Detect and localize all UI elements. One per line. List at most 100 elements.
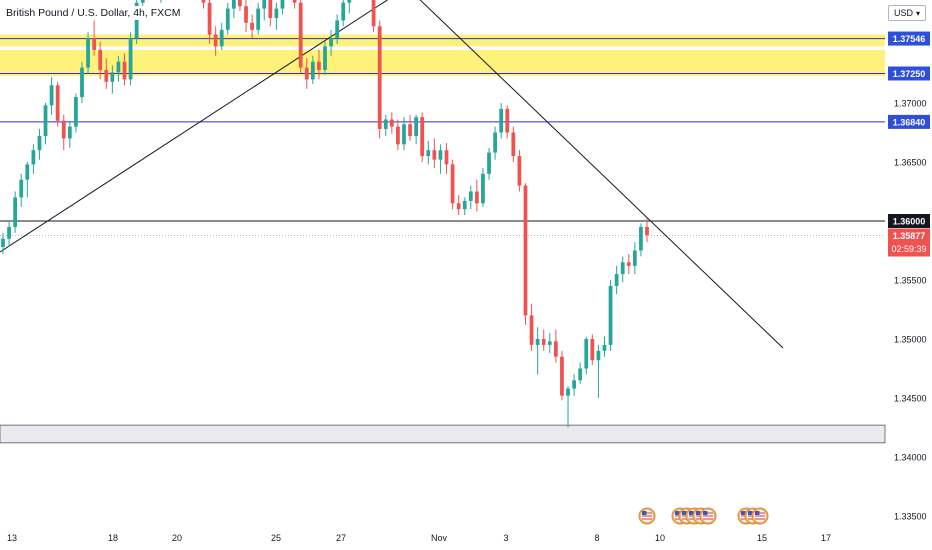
countdown-label: 02:59:39 [891,244,926,254]
candle-body [219,29,224,47]
last-price-bg [888,228,930,257]
candle-body [608,285,613,345]
uptrend-line [0,0,389,253]
x-tick-label: 25 [271,533,281,543]
x-tick-label: 3 [503,533,508,543]
candle-body [529,315,534,345]
candle-body [86,38,90,68]
flag-canton [675,511,680,515]
level-label-bg [888,114,930,129]
candle-body [462,200,467,210]
candle-body [292,0,297,3]
candle-body [389,119,394,127]
flag-canton [741,511,746,515]
y-tick-label: 1.33500 [894,512,927,522]
x-tick-label: 27 [336,533,346,543]
flag-canton [703,511,708,515]
y-tick-label: 1.37000 [894,99,927,109]
candle-body [414,117,419,137]
y-tick-label: 1.35000 [894,335,927,345]
candle-body [25,164,30,180]
candle-body [560,356,564,396]
candle-body [31,150,36,165]
candle-body [110,72,115,82]
level-label: 1.36000 [893,217,926,227]
levels-layer [0,38,885,237]
candle-body [98,49,103,70]
currency-selector[interactable]: USD ▾ [888,5,926,21]
candle-body [499,108,504,133]
candle-body [596,350,601,361]
candle-body [304,67,309,80]
us-event-flag-icon [699,507,717,525]
level-label-bg [888,66,930,81]
x-tick-label: Nov [431,533,448,543]
candle-body [61,120,66,139]
candle-body [584,339,589,369]
chart-title: British Pound / U.S. Dollar, 4h, FXCM [2,6,185,20]
flag-canton [689,511,694,515]
candle-body [244,6,248,23]
candle-body [256,8,261,30]
flag-canton [755,511,760,515]
candle-body [329,38,333,47]
candle-body [134,2,139,39]
candle-body [122,61,127,80]
candle-body [371,0,376,27]
y-tick-label: 1.36500 [894,158,927,168]
zones-layer [0,34,886,444]
axis-layer: 1.33500 1.34000 1.34500 1.35000 1.35500 1.365… [7,99,927,544]
candle-body [553,341,558,357]
downtrend-line [419,0,784,349]
us-event-flag-icon [638,507,656,525]
candle-body [92,38,97,50]
labels-layer: 1.37546 1.37250 1.36840 1.36000 1.35877 02:59… [888,31,930,257]
x-tick-label: 15 [757,533,767,543]
candle-body [335,20,340,39]
candle-body [444,150,449,165]
candle-body [420,117,425,157]
level-label-bg [888,214,930,228]
candle-body [67,126,72,139]
candle-body [13,197,18,227]
candle-body [475,191,479,204]
trend-layer [0,0,784,349]
candle-body [262,0,267,9]
zone-gray [0,424,886,444]
candle-body [377,26,382,129]
candle-body [55,85,60,121]
candle-body [80,67,84,98]
candle-body [438,150,443,160]
flag-canton [682,511,687,515]
candle-body [128,38,133,80]
level-label: 1.37250 [893,69,926,79]
candle-body [383,119,388,129]
x-tick-label: 20 [172,533,182,543]
candle-body [456,203,461,210]
flag-canton [748,511,753,515]
candle-body [566,388,570,396]
candle-body [298,2,303,68]
candle-body [626,262,631,266]
level-label-bg [888,31,930,46]
candle-body [645,226,649,236]
candle-body [590,339,595,361]
candle-body [317,61,321,70]
candle-body [323,46,327,70]
level-label: 1.37546 [893,34,926,44]
candle-body [535,339,540,345]
x-tick-label: 13 [7,533,17,543]
candle-body [231,0,236,9]
candle-body [104,69,109,82]
candle-body [7,226,11,239]
x-tick-label: 10 [655,533,665,543]
candle-body [347,0,352,3]
candle-body [620,262,625,275]
candle-body [1,238,5,247]
candle-body [408,124,412,137]
us-event-flag-icon [751,507,769,525]
x-tick-label: 8 [594,533,599,543]
candle-body [578,368,583,381]
candle-body [572,380,576,389]
